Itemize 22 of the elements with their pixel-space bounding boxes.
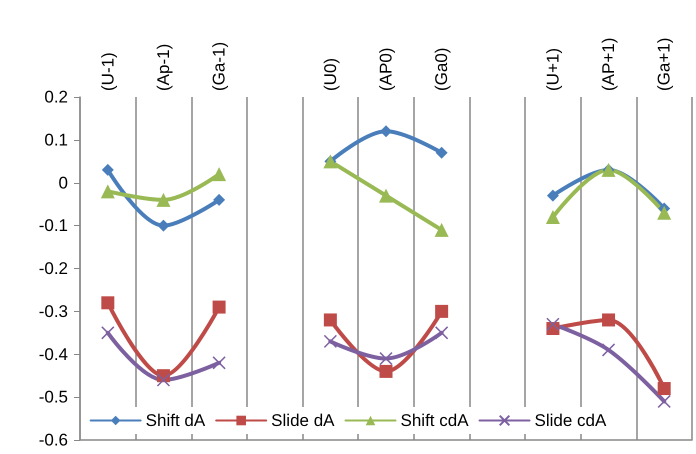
legend-label: Slide dA bbox=[271, 411, 336, 430]
y-tick-label: 0.2 bbox=[44, 88, 68, 106]
x-tick-label: (Ap-1) bbox=[154, 44, 173, 91]
y-tick-label: -0.2 bbox=[38, 259, 68, 278]
x-tick-label: (Ga0) bbox=[432, 48, 452, 91]
y-tick-label: 0.1 bbox=[44, 130, 68, 150]
x-tick-label: (U+1) bbox=[543, 48, 562, 91]
legend-label: Shift cdA bbox=[400, 411, 470, 430]
y-tick-label: -0.5 bbox=[38, 388, 68, 407]
y-tick-label: -0.3 bbox=[38, 302, 68, 321]
y-tick-label: -0.1 bbox=[38, 216, 68, 236]
y-tick-label: 0 bbox=[58, 173, 68, 192]
x-tick-label: (Ga+1) bbox=[654, 38, 674, 91]
x-tick-label: (Ga-1) bbox=[210, 42, 229, 91]
x-tick-label: (U-1) bbox=[98, 52, 118, 91]
x-tick-label: (AP+1) bbox=[599, 38, 618, 91]
x-tick-label: (AP0) bbox=[376, 48, 396, 91]
y-tick-label: -0.6 bbox=[38, 430, 68, 450]
legend-label: Shift dA bbox=[146, 411, 206, 430]
y-tick-label: -0.4 bbox=[38, 344, 68, 364]
legend-label: Slide cdA bbox=[534, 411, 608, 430]
x-tick-label: (U0) bbox=[320, 58, 340, 91]
